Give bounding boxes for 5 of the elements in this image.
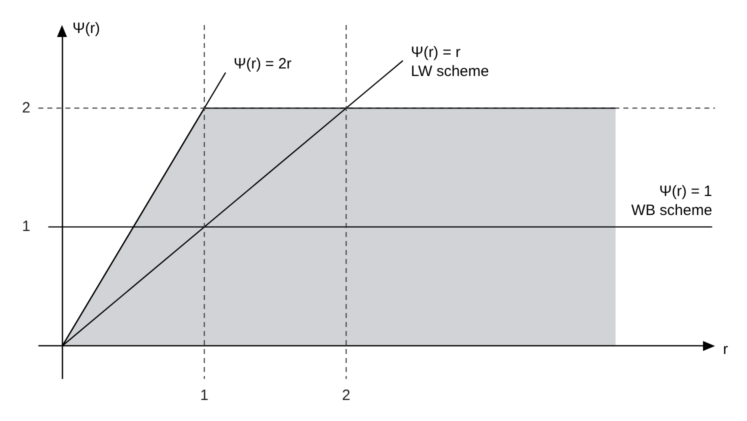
series-label: Ψ(r) = 2r: [234, 56, 292, 73]
series-label: Ψ(r) = r LW scheme: [410, 44, 489, 80]
x-axis-title: r: [723, 340, 728, 358]
y-axis-title: Ψ(r): [72, 20, 100, 38]
series-label: Ψ(r) = 1 WB scheme: [631, 183, 712, 220]
